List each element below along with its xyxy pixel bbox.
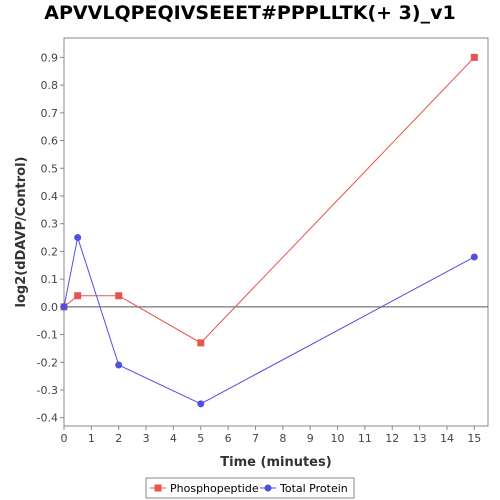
x-tick-label: 5 <box>197 432 204 445</box>
x-tick-label: 2 <box>115 432 122 445</box>
x-tick-label: 12 <box>385 432 399 445</box>
y-tick-label: 0.0 <box>41 301 59 314</box>
legend-label: Total Protein <box>279 482 348 495</box>
y-tick-label: 0.4 <box>41 190 59 203</box>
y-tick-label: 0.9 <box>41 51 59 64</box>
legend-marker-square <box>154 484 162 492</box>
plot-area <box>63 37 489 427</box>
x-tick-label: 14 <box>440 432 454 445</box>
data-point <box>470 253 478 261</box>
data-point <box>115 361 123 369</box>
y-tick-label: 0.2 <box>41 245 59 258</box>
data-point <box>60 303 68 311</box>
y-tick-label: 0.5 <box>41 162 59 175</box>
x-tick-label: 9 <box>307 432 314 445</box>
x-tick-label: 1 <box>88 432 95 445</box>
x-tick-label: 13 <box>413 432 427 445</box>
data-point <box>197 339 205 347</box>
x-tick-label: 8 <box>279 432 286 445</box>
y-tick-label: -0.3 <box>37 384 58 397</box>
y-tick-label: 0.8 <box>41 79 59 92</box>
x-tick-label: 6 <box>225 432 232 445</box>
legend: Phosphopeptide Total Protein <box>145 477 355 499</box>
data-point <box>74 292 82 300</box>
y-tick-label: 0.1 <box>41 273 59 286</box>
x-tick-label: 11 <box>358 432 372 445</box>
y-tick-label: -0.4 <box>37 412 58 425</box>
data-point <box>115 292 123 300</box>
legend-marker-circle <box>264 484 272 492</box>
x-tick-label: 10 <box>331 432 345 445</box>
x-tick-label: 15 <box>467 432 481 445</box>
y-tick-label: 0.6 <box>41 135 59 148</box>
data-point <box>470 53 478 61</box>
y-axis-label: log2(dDAVP/Control) <box>14 157 29 308</box>
x-tick-label: 0 <box>61 432 68 445</box>
x-axis-label: Time (minutes) <box>220 455 331 470</box>
chart-title: APVVLQPEQIVSEEET#PPPLLTK(+ 3)_v1 <box>44 2 456 24</box>
x-tick-label: 3 <box>143 432 150 445</box>
data-point <box>74 234 82 242</box>
data-point <box>197 400 205 408</box>
series-1 <box>60 234 478 408</box>
legend-label: Phosphopeptide <box>170 482 259 495</box>
y-tick-label: -0.2 <box>37 356 58 369</box>
y-tick-label: 0.7 <box>41 107 59 120</box>
y-tick-label: -0.1 <box>37 329 58 342</box>
x-tick-label: 4 <box>170 432 177 445</box>
x-tick-label: 7 <box>252 432 259 445</box>
legend-box <box>145 477 355 499</box>
y-tick-label: 0.3 <box>41 218 59 231</box>
